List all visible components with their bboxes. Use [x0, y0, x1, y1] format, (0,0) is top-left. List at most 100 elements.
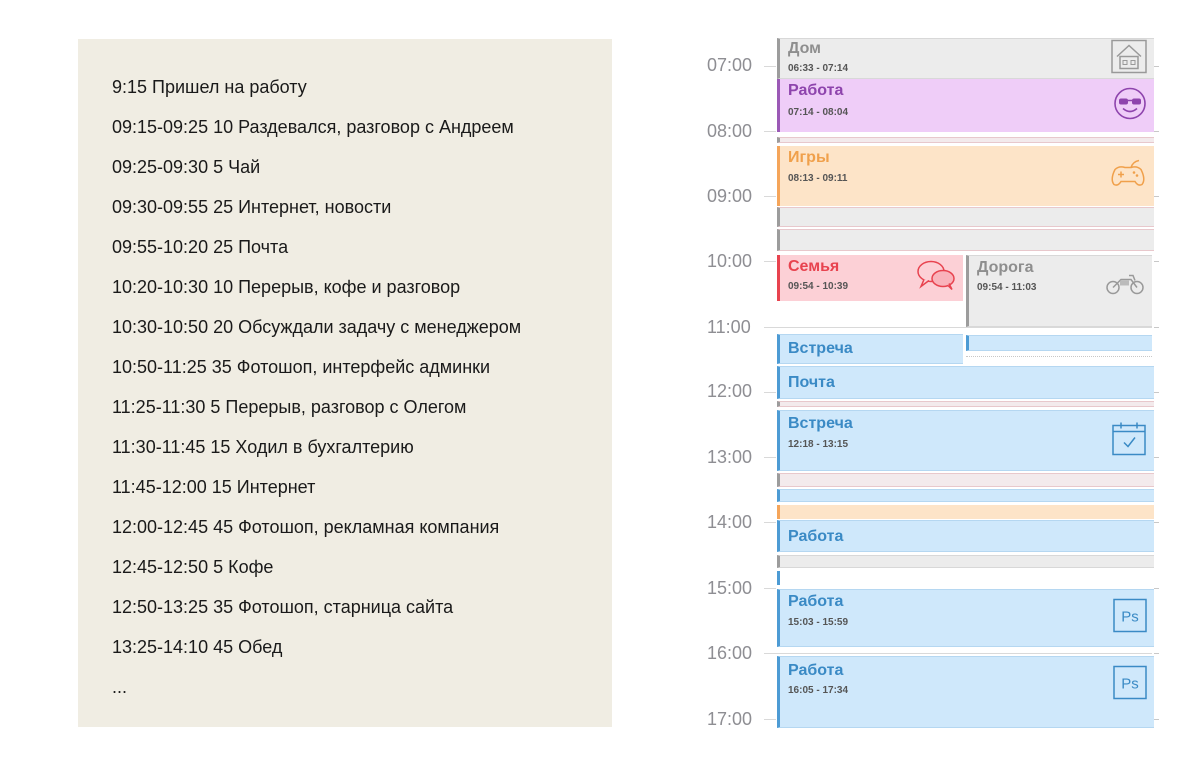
event-title: Работа [788, 593, 844, 610]
hour-tick [1154, 261, 1159, 262]
event-small[interactable] [966, 335, 1152, 351]
motorcycle-icon [1105, 272, 1145, 301]
event-time: 08:13 - 09:11 [788, 173, 848, 184]
event-title: Дом [788, 40, 821, 57]
photoshop-icon: Ps [1113, 665, 1147, 705]
event-small-orange[interactable] [777, 505, 1154, 519]
log-line: 10:20-10:30 10 Перерыв, кофе и разговор [112, 277, 461, 297]
event-time: 12:18 - 13:15 [788, 439, 849, 450]
event-vstrecha-1[interactable]: Встреча [777, 334, 963, 364]
event-rabota-2[interactable]: Работа [777, 520, 1154, 552]
log-line: 11:25-11:30 5 Перерыв, разговор с Олегом [112, 397, 467, 417]
hour-tick [1154, 719, 1159, 720]
time-log-panel: 9:15 Пришел на работу 09:15-09:25 10 Раз… [78, 39, 612, 727]
hour-tick [1154, 131, 1159, 132]
event-igry[interactable]: Игры 08:13 - 09:11 [777, 146, 1154, 206]
hour-tick [1154, 522, 1159, 523]
event-title: Дорога [977, 259, 1034, 276]
hour-gridline [764, 719, 776, 720]
event-small[interactable] [777, 571, 1154, 585]
hour-gridline [764, 653, 1152, 654]
event-title: Работа [788, 82, 844, 99]
hour-tick [1154, 653, 1159, 654]
event-blank[interactable] [777, 229, 1154, 251]
event-blank[interactable] [777, 555, 1154, 568]
log-line: 12:50-13:25 35 Фотошоп, старница сайта [112, 597, 454, 617]
event-vstrecha-2[interactable]: Встреча 12:18 - 13:15 [777, 410, 1154, 471]
hour-gridline [764, 261, 776, 262]
hour-gridline [764, 588, 776, 589]
event-gap[interactable] [777, 473, 1154, 487]
chat-bubbles-icon [916, 260, 956, 297]
log-line: 10:30-10:50 20 Обсуждали задачу с менедж… [112, 317, 522, 337]
log-line: 11:45-12:00 15 Интернет [112, 477, 316, 497]
hour-label: 08:00 [707, 121, 753, 141]
gamepad-icon [1109, 158, 1147, 195]
event-time: 07:14 - 08:04 [788, 107, 849, 118]
event-gap[interactable] [777, 137, 1154, 143]
house-icon [1111, 39, 1147, 78]
hour-tick [1154, 196, 1159, 197]
event-title: Встреча [788, 415, 853, 432]
log-line-ellipsis: ... [112, 677, 128, 697]
event-title: Работа [788, 662, 844, 679]
divider [966, 356, 1152, 357]
log-line: 9:15 Пришел на работу [112, 77, 307, 97]
event-small[interactable] [777, 489, 1154, 502]
hour-label: 07:00 [707, 55, 753, 75]
event-title: Почта [788, 374, 835, 391]
event-pochta[interactable]: Почта [777, 366, 1154, 399]
hour-label: 17:00 [707, 709, 753, 729]
hour-label: 12:00 [707, 381, 753, 401]
log-line: 13:25-14:10 45 Обед [112, 637, 283, 657]
event-title: Семья [788, 258, 840, 275]
log-line: 09:30-09:55 25 Интернет, новости [112, 197, 392, 217]
hour-gridline [764, 131, 776, 132]
hour-gridline [764, 457, 776, 458]
ps-label: Ps [1121, 676, 1139, 693]
event-time: 09:54 - 11:03 [977, 282, 1037, 293]
hour-tick [1154, 457, 1159, 458]
sunglasses-smiley-icon [1113, 86, 1147, 125]
log-line: 10:50-11:25 35 Фотошоп, интерфейс админк… [112, 357, 491, 377]
hour-tick [1154, 588, 1159, 589]
ps-label: Ps [1121, 609, 1139, 626]
hour-label: 13:00 [707, 447, 753, 467]
log-line: 09:25-09:30 5 Чай [112, 157, 261, 177]
hour-tick [1154, 66, 1159, 67]
hour-gridline [764, 327, 1152, 328]
hour-gridline [764, 196, 776, 197]
hour-label: 09:00 [707, 186, 753, 206]
event-blank[interactable] [777, 207, 1154, 227]
event-dom[interactable]: Дом 06:33 - 07:14 [777, 38, 1154, 79]
event-time: 16:05 - 17:34 [788, 685, 849, 696]
event-title: Игры [788, 149, 830, 166]
event-title: Работа [788, 528, 844, 545]
event-semya[interactable]: Семья 09:54 - 10:39 [777, 255, 963, 301]
event-time: 09:54 - 10:39 [788, 281, 849, 292]
calendar-check-icon [1111, 420, 1147, 461]
hour-label: 11:00 [707, 317, 751, 337]
hour-tick [1154, 392, 1159, 393]
event-rabota-3[interactable]: Работа 15:03 - 15:59 Ps [777, 589, 1154, 647]
event-time: 06:33 - 07:14 [788, 63, 849, 74]
hour-gridline [764, 522, 776, 523]
log-line: 12:00-12:45 45 Фотошоп, рекламная компан… [112, 517, 500, 537]
event-time: 15:03 - 15:59 [788, 617, 849, 628]
event-rabota-1[interactable]: Работа 07:14 - 08:04 [777, 79, 1154, 132]
event-title: Встреча [788, 340, 853, 357]
photoshop-icon: Ps [1113, 598, 1147, 638]
log-line: 12:45-12:50 5 Кофе [112, 557, 274, 577]
event-rabota-4[interactable]: Работа 16:05 - 17:34 Ps [777, 656, 1154, 728]
hour-label: 14:00 [707, 512, 753, 532]
hour-label: 10:00 [707, 251, 753, 271]
event-gap[interactable] [777, 401, 1154, 407]
log-line: 11:30-11:45 15 Ходил в бухгалтерию [112, 437, 414, 457]
event-doroga[interactable]: Дорога 09:54 - 11:03 [966, 255, 1152, 327]
log-line: 09:15-09:25 10 Раздевался, разговор с Ан… [112, 117, 514, 137]
log-line: 09:55-10:20 25 Почта [112, 237, 289, 257]
hour-gridline [764, 66, 776, 67]
hour-label: 15:00 [707, 578, 753, 598]
hour-label: 16:00 [707, 643, 753, 663]
hour-tick [1154, 327, 1159, 328]
